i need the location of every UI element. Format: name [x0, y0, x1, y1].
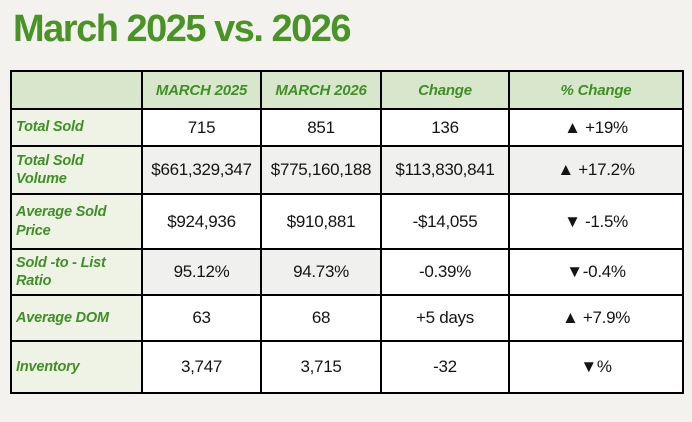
value-cell: 715: [141, 108, 262, 147]
pct-change-cell: ▲ +17.2%: [508, 145, 684, 195]
value-cell: $661,329,347: [141, 145, 262, 195]
value-cell: 68: [260, 294, 382, 342]
metric-label: Average Sold Price: [10, 193, 143, 250]
value-cell: +5 days: [380, 294, 510, 342]
value-cell: 95.12%: [141, 248, 262, 296]
value-cell: $775,160,188: [260, 145, 382, 195]
metric-label: Average DOM: [10, 294, 143, 342]
metric-label: Sold -to - List Ratio: [10, 248, 143, 296]
metric-label: Inventory: [10, 340, 143, 394]
page-title: March 2025 vs. 2026: [13, 8, 352, 50]
header-march-2025: MARCH 2025: [141, 70, 262, 110]
table-row-inventory: Inventory 3,747 3,715 -32 ▼%: [10, 340, 684, 394]
table-row-total-sold: Total Sold 715 851 136 ▲ +19%: [10, 108, 684, 147]
value-cell: $113,830,841: [380, 145, 510, 195]
value-cell: 94.73%: [260, 248, 382, 296]
header-metric-blank: [10, 70, 143, 110]
metric-label: Total Sold Volume: [10, 145, 143, 195]
value-cell: -$14,055: [380, 193, 510, 250]
pct-change-cell: ▼%: [508, 340, 684, 394]
value-cell: $924,936: [141, 193, 262, 250]
value-cell: 136: [380, 108, 510, 147]
header-change: Change: [380, 70, 510, 110]
table-row-total-sold-volume: Total Sold Volume $661,329,347 $775,160,…: [10, 145, 684, 195]
value-cell: 3,715: [260, 340, 382, 394]
table-row-sold-to-list-ratio: Sold -to - List Ratio 95.12% 94.73% -0.3…: [10, 248, 684, 296]
value-cell: -32: [380, 340, 510, 394]
pct-change-cell: ▼-0.4%: [508, 248, 684, 296]
table-header-row: MARCH 2025 MARCH 2026 Change % Change: [10, 70, 684, 110]
comparison-table: MARCH 2025 MARCH 2026 Change % Change To…: [10, 70, 684, 394]
header-march-2026: MARCH 2026: [260, 70, 382, 110]
table-row-average-sold-price: Average Sold Price $924,936 $910,881 -$1…: [10, 193, 684, 250]
pct-change-cell: ▲ +7.9%: [508, 294, 684, 342]
table-row-average-dom: Average DOM 63 68 +5 days ▲ +7.9%: [10, 294, 684, 342]
value-cell: 851: [260, 108, 382, 147]
pct-change-cell: ▼ -1.5%: [508, 193, 684, 250]
value-cell: 3,747: [141, 340, 262, 394]
header-pct-change: % Change: [508, 70, 684, 110]
value-cell: 63: [141, 294, 262, 342]
pct-change-cell: ▲ +19%: [508, 108, 684, 147]
value-cell: $910,881: [260, 193, 382, 250]
metric-label: Total Sold: [10, 108, 143, 147]
value-cell: -0.39%: [380, 248, 510, 296]
